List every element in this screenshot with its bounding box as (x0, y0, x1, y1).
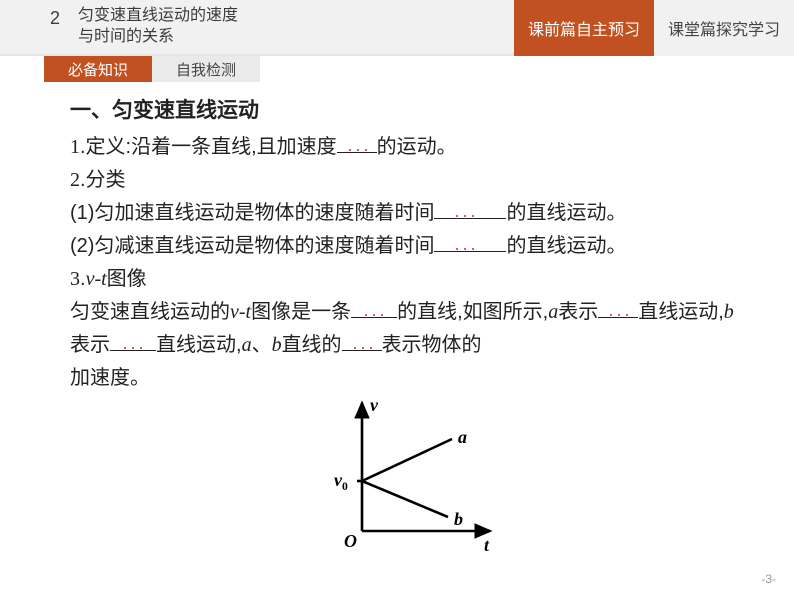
nav-tab-preview-label: 课前篇自主预习 (528, 16, 640, 40)
blank-6 (110, 329, 156, 351)
p5-text: 图像 (107, 268, 147, 290)
p7-h: 直线的 (282, 334, 342, 356)
nav-tab-preview[interactable]: 课前篇自主预习 (514, 0, 654, 56)
p4-text-b: 的直线运动。 (506, 235, 626, 257)
blank-3 (434, 230, 506, 252)
content-body: 一、匀变速直线运动 1.定义:沿着一条直线,且加速度 的运动。 2.分类 (1)匀… (0, 82, 794, 556)
p4-text-a: (2)匀减速直线运动是物体的速度随着时间 (70, 235, 434, 257)
p5-number: 3 (70, 268, 80, 290)
subtab-essential-label: 必备知识 (68, 59, 128, 80)
p2-number: 2 (70, 169, 80, 191)
top-bar: 2 匀变速直线运动的速度 与时间的关系 课前篇自主预习 课堂篇探究学习 (0, 0, 794, 56)
nav-tab-classroom[interactable]: 课堂篇探究学习 (654, 0, 794, 56)
svg-text:b: b (454, 509, 463, 529)
blank-5 (598, 296, 638, 318)
subtab-selftest-label: 自我检测 (176, 59, 236, 80)
paragraph-5: 3.v-t图像 (70, 263, 750, 296)
svg-text:a: a (458, 427, 467, 447)
p3-text-b: 的直线运动。 (506, 202, 626, 224)
p6-e: a (548, 301, 558, 323)
p1-text-b: 的运动。 (377, 136, 457, 158)
p6-c: 图像是一条 (251, 301, 351, 323)
title-block: 2 匀变速直线运动的速度 与时间的关系 (0, 0, 514, 56)
svg-text:v0: v0 (334, 470, 348, 493)
chapter-title-line2: 与时间的关系 (78, 27, 238, 48)
chapter-title-line1: 匀变速直线运动的速度 (78, 6, 238, 27)
p8-text: 加速度。 (70, 367, 150, 389)
svg-text:O: O (344, 531, 357, 551)
vt-graph-svg: v t Oa b v0 (320, 391, 500, 556)
paragraph-3: (1)匀加速直线运动是物体的速度随着时间 的直线运动。 (70, 197, 750, 230)
subtab-selftest[interactable]: 自我检测 (152, 56, 260, 82)
p1-text-a: .定义:沿着一条直线,且加速度 (80, 136, 337, 158)
p1-number: 1 (70, 136, 80, 158)
p7-d: 直线运动, (156, 334, 242, 356)
section-heading: 一、匀变速直线运动 (70, 94, 750, 129)
p5-vt: v-t (86, 268, 107, 290)
vt-chart: v t Oa b v0 (70, 391, 750, 556)
p7-b: b (724, 301, 734, 323)
blank-4 (351, 296, 397, 318)
sub-tabs: 必备知识 自我检测 (44, 56, 794, 82)
p2-text: .分类 (80, 169, 126, 191)
chapter-number: 2 (50, 8, 60, 29)
p7-c: 表示 (70, 334, 110, 356)
p7-g: b (272, 334, 282, 356)
p6-a: 匀变速直线运动的 (70, 301, 230, 323)
svg-text:t: t (484, 535, 490, 555)
blank-7 (342, 329, 382, 351)
p3-text-a: (1)匀加速直线运动是物体的速度随着时间 (70, 202, 434, 224)
p6-d: 的直线,如图所示, (397, 301, 548, 323)
paragraph-4: (2)匀减速直线运动是物体的速度随着时间 的直线运动。 (70, 230, 750, 263)
subtab-essential[interactable]: 必备知识 (44, 56, 152, 82)
paragraph-2: 2.分类 (70, 164, 750, 197)
p7-i: 表示物体的 (382, 334, 482, 356)
nav-tab-classroom-label: 课堂篇探究学习 (668, 16, 780, 40)
p7-e: a (242, 334, 252, 356)
p7-a: 直线运动, (638, 301, 724, 323)
blank-2 (434, 197, 506, 219)
p6-f: 表示 (558, 301, 598, 323)
page-number: -3- (761, 572, 776, 586)
svg-text:v: v (370, 395, 379, 415)
paragraph-6: 匀变速直线运动的v-t图像是一条的直线,如图所示,a表示直线运动,b表示直线运动… (70, 296, 750, 362)
blank-1 (337, 131, 377, 153)
p7-f: 、 (252, 334, 272, 356)
chapter-title: 匀变速直线运动的速度 与时间的关系 (78, 6, 238, 48)
paragraph-1: 1.定义:沿着一条直线,且加速度 的运动。 (70, 131, 750, 164)
p6-vt: v-t (230, 301, 251, 323)
